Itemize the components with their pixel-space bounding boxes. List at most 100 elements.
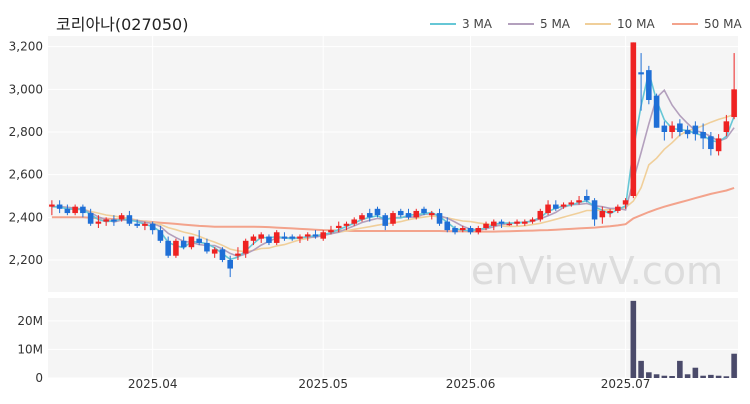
volume-bar: [692, 367, 699, 378]
candle-body: [630, 42, 637, 197]
candle-body: [444, 221, 451, 231]
volume-bar: [723, 376, 730, 378]
volume-bar: [638, 360, 644, 378]
candle-body: [723, 121, 730, 132]
candle-body: [211, 249, 218, 254]
candle-body: [428, 213, 435, 216]
candle-body: [204, 242, 210, 252]
candle-body: [607, 210, 613, 214]
candle-body: [397, 210, 404, 216]
candle-body: [560, 204, 567, 207]
candlesticks: [49, 42, 737, 278]
candle-body: [188, 236, 195, 248]
candle-body: [568, 202, 575, 205]
candle-body: [366, 213, 373, 218]
volume-bar: [708, 374, 714, 378]
candle-body: [537, 210, 544, 220]
legend-label: 10 MA: [617, 17, 655, 31]
candle-body: [320, 232, 327, 239]
candle-body: [289, 236, 296, 239]
volume-bar: [677, 360, 683, 378]
volume-bar: [684, 374, 691, 378]
date-tick-label: 2025.07: [601, 377, 651, 391]
volume-y-axis: 0 10M 20M: [17, 314, 43, 385]
candle-body: [235, 253, 241, 256]
candle-body: [599, 210, 606, 218]
legend: 3 MA 5 MA 10 MA 50 MA: [430, 17, 742, 31]
volume-bar: [646, 372, 652, 378]
volume-bar: [731, 353, 737, 378]
candle-body: [87, 213, 94, 224]
candle-body: [684, 129, 691, 135]
candle-body: [382, 215, 389, 226]
candle-body: [545, 204, 551, 214]
price-tick-label: 2,400: [9, 210, 43, 224]
candle-body: [459, 228, 466, 231]
candle-body: [467, 228, 474, 233]
price-tick-label: 2,800: [9, 125, 43, 139]
candle-body: [335, 225, 342, 228]
price-tick-label: 3,000: [9, 82, 43, 96]
candle-body: [142, 223, 148, 226]
candle-body: [553, 204, 559, 209]
candle-body: [196, 238, 202, 243]
chart-title: 코리아나(027050): [56, 15, 188, 34]
candle-body: [390, 213, 396, 224]
watermark: enViewV.com: [471, 249, 723, 293]
volume-bar: [653, 374, 660, 378]
candle-body: [351, 219, 358, 224]
volume-grid: [48, 298, 738, 379]
candle-body: [405, 213, 412, 218]
candle-body: [173, 240, 179, 256]
candle-body: [483, 223, 489, 228]
price-plot-area: [48, 36, 738, 292]
candle-body: [576, 200, 582, 203]
candle-body: [304, 234, 311, 237]
candle-body: [281, 236, 288, 239]
candle-body: [436, 213, 443, 224]
legend-label: 3 MA: [462, 17, 493, 31]
volume-bar: [630, 300, 637, 378]
candle-body: [529, 219, 536, 222]
candle-body: [715, 138, 722, 152]
candle-body: [700, 132, 706, 139]
volume-plot-area: [48, 298, 738, 378]
candle-body: [622, 200, 629, 205]
candle-body: [250, 236, 257, 241]
candle-body: [95, 221, 102, 224]
candle-body: [242, 240, 249, 254]
ma50-line: [51, 186, 735, 233]
volume-bar: [669, 376, 675, 378]
candle-body: [157, 230, 164, 241]
candle-body: [653, 95, 660, 128]
candle-body: [731, 89, 737, 118]
price-tick-label: 2,200: [9, 253, 43, 267]
candle-body: [49, 204, 55, 207]
candle-body: [297, 236, 303, 239]
candle-body: [498, 221, 505, 224]
candle-body: [80, 206, 86, 214]
candle-body: [413, 210, 420, 218]
candle-body: [56, 204, 63, 209]
candle-body: [180, 240, 187, 248]
candle-body: [72, 206, 78, 214]
candle-body: [273, 232, 280, 243]
price-tick-label: 3,200: [9, 40, 43, 54]
candle-body: [126, 215, 133, 224]
candle-body: [343, 223, 350, 226]
candle-body: [490, 221, 497, 226]
candle-body: [615, 206, 621, 211]
volume-bar: [700, 375, 706, 378]
candle-body: [475, 228, 482, 233]
date-tick-label: 2025.04: [128, 377, 178, 391]
candle-body: [328, 230, 334, 233]
volume-tick-label: 20M: [17, 314, 43, 328]
candle-body: [227, 260, 233, 269]
candle-body: [692, 125, 699, 135]
volume-tick-label: 10M: [17, 342, 43, 356]
volume-tick-label: 0: [35, 371, 43, 385]
volume-bars: [630, 300, 737, 378]
candle-body: [452, 228, 458, 233]
date-x-axis: 2025.04 2025.05 2025.06 2025.07: [128, 377, 651, 391]
